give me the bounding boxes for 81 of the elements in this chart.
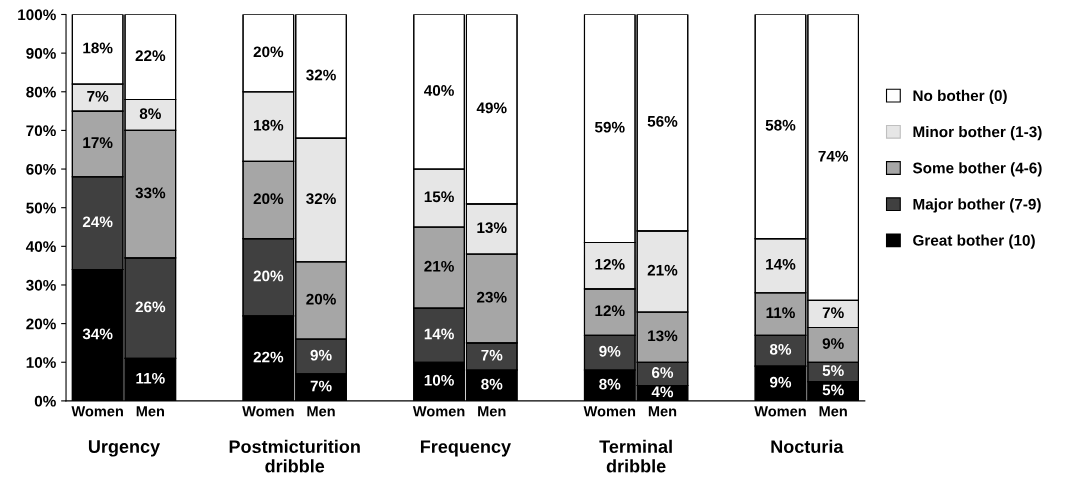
- y-tick-label: 40%: [25, 241, 56, 253]
- y-tick-label: 60%: [26, 163, 56, 175]
- x-tick-label: Men: [478, 406, 506, 417]
- data-label: 6%: [651, 367, 674, 378]
- data-label: 8%: [481, 378, 503, 390]
- x-tick-label: Women: [71, 406, 123, 417]
- data-label: 17%: [83, 137, 113, 148]
- data-label: 7%: [481, 349, 503, 361]
- data-label: 7%: [87, 90, 109, 102]
- y-tick-label: 90%: [26, 48, 56, 59]
- data-label: 7%: [310, 380, 332, 392]
- data-label: 22%: [135, 50, 166, 62]
- data-label: 33%: [135, 187, 166, 199]
- text: Postmicturition dribble: [229, 439, 360, 473]
- text: Nocturia: [771, 439, 844, 454]
- data-label: 59%: [594, 121, 625, 133]
- x-tick-label: Women: [754, 406, 806, 417]
- y-tick-label: 10%: [26, 357, 56, 368]
- data-label: 7%: [822, 307, 844, 319]
- x-tick-label: Women: [583, 406, 636, 417]
- data-label: 58%: [765, 119, 796, 131]
- y-tick-label: 0%: [34, 395, 56, 407]
- legend-label: Major bother (7-9): [913, 198, 1041, 213]
- data-label: 14%: [766, 258, 796, 270]
- data-label: 20%: [306, 293, 336, 305]
- data-label: 10%: [424, 374, 454, 386]
- y-tick-label: 30%: [26, 279, 56, 291]
- text: Urgency: [88, 440, 161, 457]
- data-label: 56%: [647, 115, 678, 127]
- data-label: 18%: [254, 119, 284, 131]
- legend-label: Some bother (4-6): [912, 162, 1042, 177]
- legend-label: Minor bother (1-3): [913, 126, 1042, 141]
- data-label: 9%: [822, 338, 844, 349]
- data-label: 49%: [476, 102, 507, 114]
- x-tick-label: Women: [242, 406, 294, 417]
- data-label: 21%: [647, 264, 678, 276]
- data-label: 8%: [769, 343, 792, 355]
- data-label: 4%: [651, 386, 674, 398]
- y-tick-label: 50%: [26, 202, 56, 214]
- data-label: 24%: [82, 216, 113, 228]
- data-label: 9%: [310, 349, 332, 361]
- data-label: 21%: [424, 260, 454, 272]
- x-tick-label: Men: [819, 406, 847, 417]
- data-label: 34%: [82, 328, 113, 340]
- text: Frequency: [420, 440, 511, 457]
- y-tick-label: 20%: [26, 318, 56, 330]
- data-label: 23%: [476, 291, 507, 303]
- y-tick-label: 100%: [18, 9, 56, 21]
- data-label: 40%: [424, 85, 454, 96]
- data-label: 11%: [136, 372, 165, 384]
- data-label: 32%: [306, 193, 336, 205]
- data-label: 8%: [599, 378, 621, 390]
- data-label: 32%: [306, 69, 336, 81]
- data-label: 74%: [818, 150, 849, 162]
- data-label: 12%: [595, 305, 625, 317]
- x-tick-label: Women: [412, 406, 465, 417]
- data-label: 26%: [135, 301, 166, 313]
- text: Terminal dribble: [599, 439, 672, 473]
- data-label: 14%: [424, 328, 454, 340]
- data-label: 9%: [769, 376, 792, 388]
- data-label: 22%: [253, 351, 284, 363]
- data-label: 9%: [599, 345, 621, 357]
- data-label: 13%: [477, 222, 507, 234]
- x-tick-label: Men: [136, 406, 165, 417]
- data-label: 8%: [139, 108, 161, 120]
- data-label: 12%: [595, 258, 625, 270]
- data-label: 20%: [253, 193, 284, 205]
- data-label: 5%: [822, 384, 844, 396]
- legend-label: Great bother (10): [913, 234, 1035, 249]
- y-tick-label: 80%: [26, 86, 56, 98]
- data-label: 13%: [648, 330, 678, 342]
- data-label: 20%: [253, 270, 284, 282]
- x-tick-label: Men: [307, 406, 335, 417]
- data-label: 11%: [766, 307, 795, 319]
- data-label: 20%: [253, 46, 284, 58]
- y-tick-label: 70%: [26, 125, 56, 137]
- data-label: 18%: [83, 42, 113, 54]
- data-label: 5%: [822, 365, 844, 377]
- x-tick-label: Men: [648, 406, 677, 417]
- legend-label: No bother (0): [913, 89, 1007, 105]
- data-label: 15%: [424, 191, 454, 203]
